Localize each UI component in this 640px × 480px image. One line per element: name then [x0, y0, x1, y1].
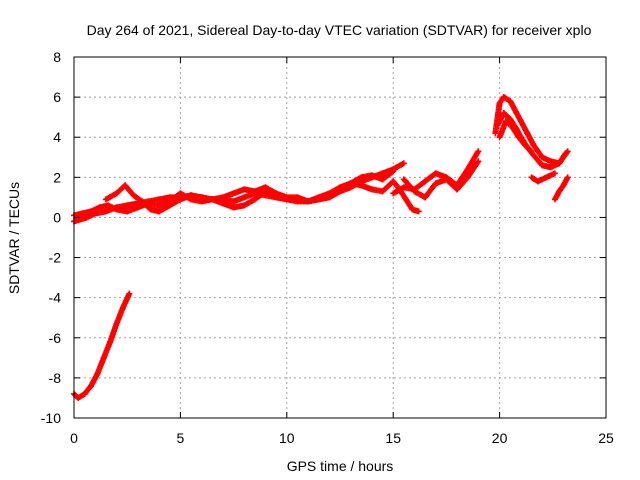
axis-tick-labels: 0 5 10 15 20 25 -10 -8 -6 -4 -2 0 2 4 6 8 — [41, 49, 614, 446]
series-track-k — [71, 290, 133, 401]
data-point — [415, 208, 422, 215]
grid — [74, 57, 606, 418]
series-track-h — [496, 118, 535, 155]
x-tick-label: 5 — [177, 430, 185, 446]
data-points — [71, 94, 571, 401]
y-tick-label: -2 — [49, 250, 62, 266]
series-track-e — [400, 158, 482, 201]
x-tick-label: 25 — [598, 430, 614, 446]
data-point — [527, 147, 534, 154]
data-point — [389, 169, 396, 176]
series-track-i — [528, 170, 558, 185]
axis-ticks — [73, 56, 607, 419]
y-tick-label: -10 — [41, 410, 61, 426]
y-tick-label: -6 — [49, 330, 62, 346]
x-tick-label: 15 — [385, 430, 401, 446]
x-tick-label: 0 — [70, 430, 78, 446]
data-point — [390, 168, 397, 175]
y-tick-label: 0 — [53, 209, 61, 225]
data-point — [126, 290, 133, 297]
y-tick-label: -4 — [49, 290, 62, 306]
data-point — [475, 148, 482, 155]
data-point — [528, 148, 535, 155]
data-point — [551, 170, 558, 177]
y-tick-label: 8 — [53, 49, 61, 65]
plot-frame — [73, 56, 607, 419]
chart-title: Day 264 of 2021, Sidereal Day-to-day VTE… — [87, 22, 592, 38]
data-point — [475, 158, 482, 165]
y-tick-label: -8 — [49, 370, 62, 386]
x-tick-label: 20 — [492, 430, 508, 446]
y-tick-label: 4 — [53, 129, 61, 145]
y-axis-label: SDTVAR / TECUs — [6, 182, 22, 294]
x-tick-label: 10 — [279, 430, 295, 446]
y-tick-label: 6 — [53, 89, 61, 105]
data-point — [564, 148, 571, 155]
series-track-j — [551, 174, 571, 203]
data-point — [564, 174, 571, 181]
data-point — [400, 160, 407, 167]
y-tick-label: 2 — [53, 169, 61, 185]
series-track-c — [102, 168, 397, 215]
x-axis-label: GPS time / hours — [287, 458, 394, 474]
